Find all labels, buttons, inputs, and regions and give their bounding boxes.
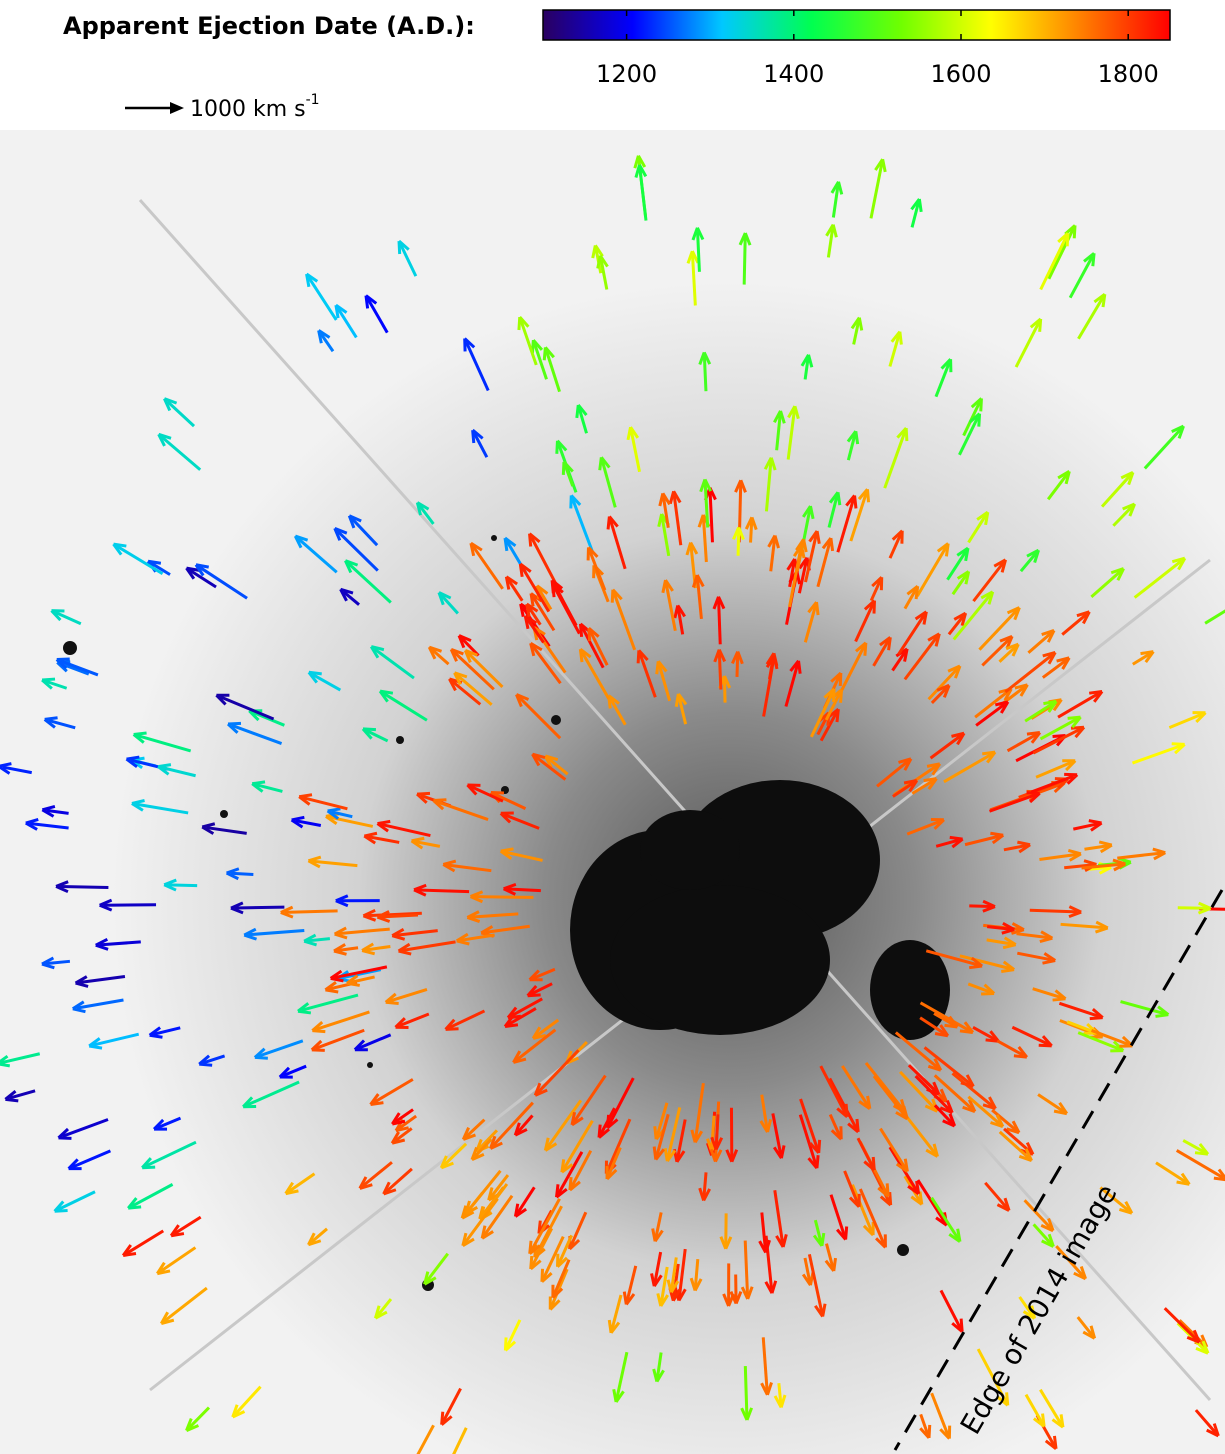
arrow-shaft: [704, 1172, 706, 1196]
colorbar-tick-label: 1800: [1098, 60, 1159, 88]
arrow-shaft: [745, 1366, 747, 1416]
colorbar-tick-label: 1600: [930, 60, 991, 88]
arrow-shaft: [704, 356, 706, 391]
arrow-shaft: [719, 601, 721, 645]
arrow-shaft: [725, 680, 726, 703]
arrow-shaft: [285, 911, 338, 913]
scale-label-exponent: -1: [306, 92, 320, 108]
arrow-shaft: [508, 889, 541, 891]
colorbar-tick-label: 1400: [763, 60, 824, 88]
scale-arrow-head: [170, 102, 184, 114]
arrow-shaft: [1030, 910, 1077, 912]
arrow-shaft: [779, 1383, 781, 1403]
arrow-shaft: [744, 237, 745, 285]
scale-label-text: 1000 km s: [190, 97, 306, 122]
colorbar: [543, 10, 1170, 40]
page: Apparent Ejection Date (A.D.): 1000 km s…: [0, 0, 1225, 1454]
arrow-shaft: [738, 531, 739, 555]
arrow-shaft: [737, 656, 738, 677]
colorbar-label: Apparent Ejection Date (A.D.):: [63, 12, 475, 40]
arrow-shaft: [60, 887, 108, 888]
scale-arrow: 1000 km s-1: [125, 92, 320, 122]
arrow-shaft: [231, 873, 254, 874]
figure: Apparent Ejection Date (A.D.): 1000 km s…: [0, 0, 1225, 1454]
arrow-shaft: [719, 654, 720, 690]
colorbar-tick-label: 1200: [596, 60, 657, 88]
arrow-shaft: [235, 907, 284, 908]
arrow-shaft: [381, 915, 418, 917]
arrow-shaft: [168, 885, 197, 886]
arrow-shaft: [716, 1114, 718, 1145]
arrow-shaft: [1178, 908, 1207, 909]
arrow-shaft: [418, 890, 469, 892]
arrow-shaft: [969, 906, 991, 907]
arrow-shaft: [751, 521, 752, 542]
arrow-shaft: [698, 232, 700, 272]
arrow-shaft: [475, 897, 534, 898]
scale-label: 1000 km s-1: [190, 92, 320, 122]
